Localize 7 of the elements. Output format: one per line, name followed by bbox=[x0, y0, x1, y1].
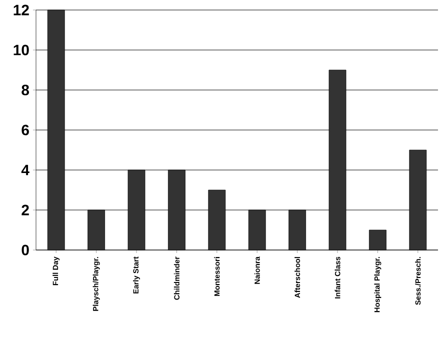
y-tick-label: 12 bbox=[14, 4, 29, 16]
y-tick-label: 4 bbox=[21, 164, 30, 176]
y-tick-label: 0 bbox=[22, 244, 29, 256]
y-tick-label: 10 bbox=[14, 44, 29, 56]
y-tick-label: 8 bbox=[22, 84, 30, 96]
y-tick-label: 2 bbox=[22, 204, 29, 216]
y-tick-label: 6 bbox=[22, 124, 29, 136]
